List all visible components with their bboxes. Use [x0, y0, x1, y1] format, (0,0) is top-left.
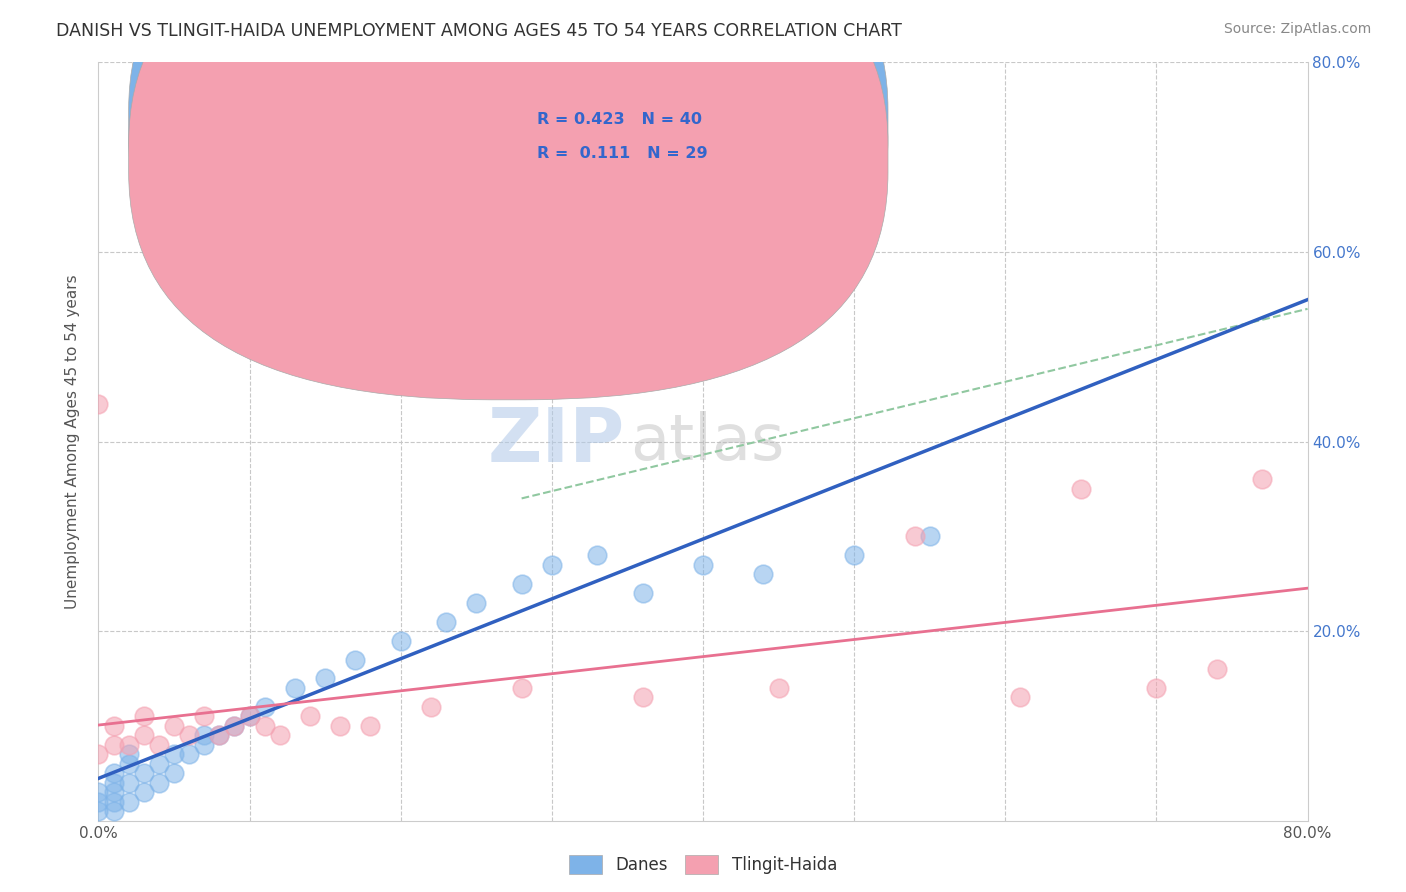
Point — [510, 576, 533, 591]
Point — [118, 738, 141, 752]
Point — [918, 529, 941, 543]
Point — [163, 747, 186, 762]
Point — [132, 785, 155, 799]
Point — [193, 709, 215, 723]
Point — [586, 548, 609, 563]
Point — [87, 396, 110, 410]
Point — [420, 217, 443, 231]
Point — [1144, 681, 1167, 695]
Point — [344, 652, 367, 666]
Point — [132, 766, 155, 780]
Point — [692, 558, 714, 572]
FancyBboxPatch shape — [129, 0, 889, 400]
Point — [179, 728, 201, 742]
Point — [103, 804, 125, 818]
Point — [87, 804, 110, 818]
Point — [1206, 662, 1229, 676]
Point — [269, 728, 291, 742]
Point — [465, 596, 488, 610]
Point — [208, 728, 231, 742]
FancyBboxPatch shape — [467, 96, 758, 187]
Point — [314, 672, 336, 686]
Text: R =  0.111   N = 29: R = 0.111 N = 29 — [537, 145, 709, 161]
Point — [904, 529, 927, 543]
Point — [87, 785, 110, 799]
Point — [103, 785, 125, 799]
Point — [193, 728, 215, 742]
Point — [389, 633, 412, 648]
Text: DANISH VS TLINGIT-HAIDA UNEMPLOYMENT AMONG AGES 45 TO 54 YEARS CORRELATION CHART: DANISH VS TLINGIT-HAIDA UNEMPLOYMENT AMO… — [56, 22, 903, 40]
Point — [103, 738, 125, 752]
Point — [434, 615, 457, 629]
Point — [1070, 482, 1092, 496]
Legend: Danes, Tlingit-Haida: Danes, Tlingit-Haida — [562, 848, 844, 880]
Point — [253, 719, 276, 733]
Text: ZIP: ZIP — [486, 405, 624, 478]
Point — [752, 567, 775, 582]
Point — [103, 719, 125, 733]
Point — [420, 699, 443, 714]
Point — [1010, 690, 1032, 705]
Text: R = 0.423   N = 40: R = 0.423 N = 40 — [537, 112, 703, 127]
Point — [224, 719, 246, 733]
Text: Source: ZipAtlas.com: Source: ZipAtlas.com — [1223, 22, 1371, 37]
Point — [179, 747, 201, 762]
Point — [1251, 473, 1274, 487]
Point — [87, 747, 110, 762]
Point — [103, 795, 125, 809]
Point — [148, 738, 170, 752]
Point — [768, 681, 790, 695]
Point — [253, 699, 276, 714]
FancyBboxPatch shape — [129, 0, 889, 366]
Point — [103, 776, 125, 790]
Point — [299, 709, 322, 723]
Point — [148, 756, 170, 771]
Point — [87, 795, 110, 809]
Point — [103, 766, 125, 780]
Point — [118, 747, 141, 762]
Point — [118, 776, 141, 790]
Point — [631, 690, 654, 705]
Point — [118, 795, 141, 809]
Point — [239, 709, 262, 723]
Point — [132, 728, 155, 742]
Y-axis label: Unemployment Among Ages 45 to 54 years: Unemployment Among Ages 45 to 54 years — [65, 274, 80, 609]
Point — [163, 719, 186, 733]
Point — [360, 719, 382, 733]
Point — [193, 738, 215, 752]
Point — [540, 558, 562, 572]
Point — [510, 681, 533, 695]
Point — [631, 586, 654, 600]
Point — [208, 728, 231, 742]
Point — [132, 709, 155, 723]
Point — [224, 719, 246, 733]
Point — [844, 548, 866, 563]
Point — [148, 776, 170, 790]
Point — [284, 681, 307, 695]
Point — [163, 766, 186, 780]
Text: atlas: atlas — [630, 410, 785, 473]
Point — [239, 709, 262, 723]
Point — [329, 719, 352, 733]
Point — [118, 756, 141, 771]
